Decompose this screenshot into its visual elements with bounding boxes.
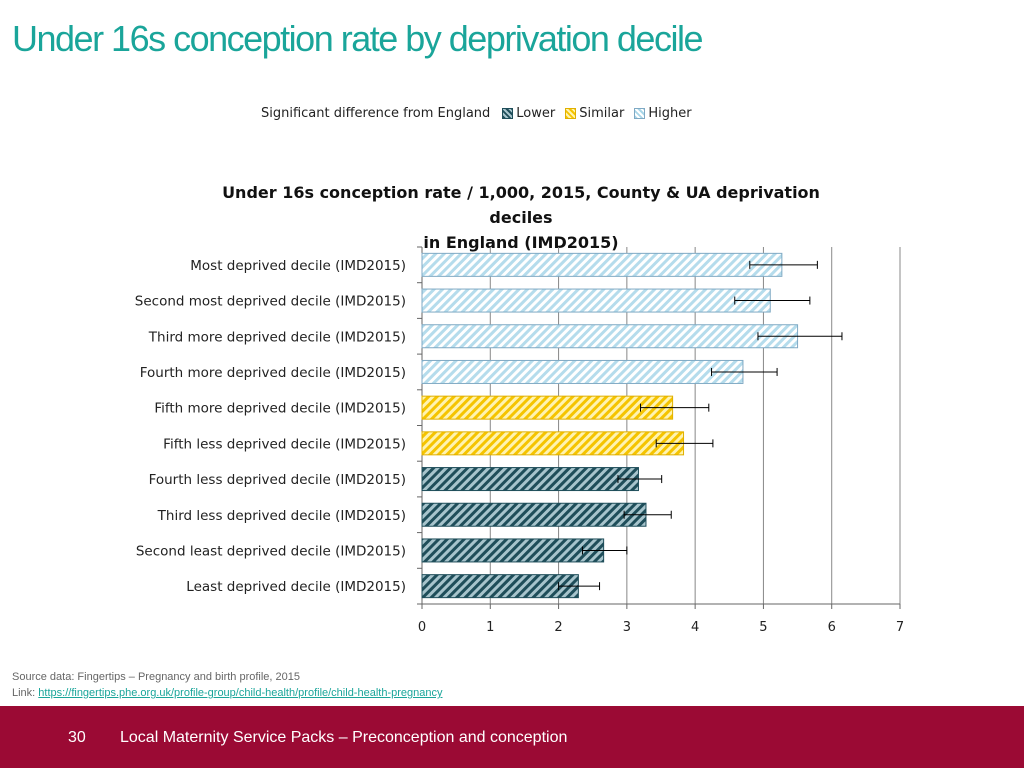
source-link[interactable]: https://fingertips.phe.org.uk/profile-gr… <box>38 687 443 699</box>
x-tick-label: 4 <box>691 620 699 635</box>
bars-layer <box>421 252 843 599</box>
x-tick-label: 0 <box>418 620 426 635</box>
legend-swatch-higher <box>634 108 646 119</box>
bar-similar <box>421 431 685 456</box>
legend-swatch-similar <box>565 108 577 119</box>
category-label: Most deprived decile (IMD2015) <box>190 258 406 274</box>
legend-label-lower: Lower <box>516 106 556 121</box>
category-label: Second most deprived decile (IMD2015) <box>135 294 406 310</box>
legend-swatch-lower <box>502 108 514 119</box>
link-prefix: Link: <box>12 687 39 699</box>
category-label: Second least deprived decile (IMD2015) <box>136 543 406 559</box>
source-note: Source data: Fingertips – Pregnancy and … <box>12 669 442 701</box>
bar-chart: 0 1 2 3 4 5 6 7 Most deprived decile (IMD2015) Se… <box>135 246 904 635</box>
chart-title-line-1: Under 16s conception rate / 1,000, 2015,… <box>222 183 820 227</box>
bar-lower <box>421 467 639 492</box>
legend-item-similar: Similar <box>565 106 624 121</box>
legend-label-higher: Higher <box>648 106 692 121</box>
bar-higher <box>421 359 744 384</box>
chart-title-line-2: in England (IMD2015) <box>423 233 619 252</box>
x-tick-label: 2 <box>554 620 562 635</box>
x-tick-label: 5 <box>759 620 767 635</box>
slide-title: Under 16s conception rate by deprivation… <box>12 18 703 59</box>
x-tick-label: 1 <box>486 620 494 635</box>
page-number: 30 <box>68 729 86 746</box>
bar-similar <box>421 395 674 420</box>
link-line: Link: https://fingertips.phe.org.uk/prof… <box>12 685 442 701</box>
source-text: Source data: Fingertips – Pregnancy and … <box>12 671 301 683</box>
category-label: Fourth less deprived decile (IMD2015) <box>149 472 406 488</box>
legend-label-similar: Similar <box>579 106 625 121</box>
category-label: Fifth less deprived decile (IMD2015) <box>163 436 406 452</box>
x-tick-label: 3 <box>623 620 631 635</box>
x-tick-label: 7 <box>896 620 904 635</box>
legend-title: Significant difference from England <box>261 106 491 121</box>
bar-lower <box>421 502 647 527</box>
legend-item-higher: Higher <box>634 106 692 121</box>
bar-higher <box>421 324 799 349</box>
bar-higher <box>421 252 783 277</box>
category-label: Third less deprived decile (IMD2015) <box>157 508 406 524</box>
category-label: Fifth more deprived decile (IMD2015) <box>154 401 406 417</box>
bar-lower <box>421 574 579 599</box>
chart-title: Under 16s conception rate / 1,000, 2015,… <box>200 180 842 255</box>
labels-layer: 0 1 2 3 4 5 6 7 Most deprived decile (IMD2015) Se… <box>135 258 904 635</box>
footer-title: Local Maternity Service Packs – Preconce… <box>120 729 568 746</box>
bar-lower <box>421 538 605 563</box>
x-tick-label: 6 <box>828 620 836 635</box>
category-label: Least deprived decile (IMD2015) <box>186 579 406 595</box>
category-label: Third more deprived decile (IMD2015) <box>148 329 406 345</box>
category-label: Fourth more deprived decile (IMD2015) <box>140 365 406 381</box>
legend-item-lower: Lower <box>502 106 555 121</box>
footer-bar: 30 Local Maternity Service Packs – Preco… <box>0 706 1024 768</box>
legend: Significant difference from England Lowe… <box>261 106 702 121</box>
bar-higher <box>421 288 771 313</box>
